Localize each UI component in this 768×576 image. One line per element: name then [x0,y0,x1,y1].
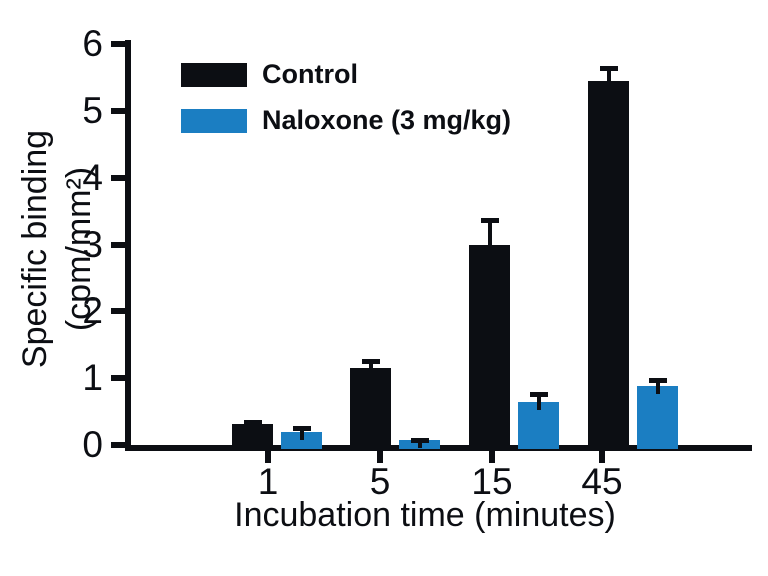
legend-swatch-naloxone [181,108,247,133]
y-tick-mark-6 [111,41,125,47]
y-tick-label-0: 0 [82,424,103,465]
x-tick-mark-45 [599,451,605,463]
y-tick-mark-1 [111,375,125,382]
error-cap-naloxone-3-mg-kg-15min [529,391,548,397]
error-cap-naloxone-3-mg-kg-1min [292,426,311,432]
error-cap-control-5min [361,359,380,365]
error-whisker-control-1min [250,420,255,432]
y-tick-mark-5 [111,107,125,114]
legend-label-naloxone: Naloxone (3 mg/kg) [262,105,512,135]
error-cap-control-15min [480,217,499,223]
error-whisker-naloxone-3-mg-kg-5min [417,437,422,448]
x-axis-title: Incubation time (minutes) [234,496,616,534]
y-tick-label-3: 3 [82,223,103,265]
y-tick-label-6: 6 [82,23,103,64]
x-tick-mark-15 [489,451,495,463]
error-cap-naloxone-3-mg-kg-5min [410,437,429,443]
x-tick-mark-1 [265,451,271,463]
legend-swatch-control [181,62,247,87]
x-tick-label-15: 15 [471,461,513,502]
y-tick-label-2: 2 [82,290,103,332]
error-whisker-naloxone-3-mg-kg-45min [655,378,660,395]
error-cap-naloxone-3-mg-kg-45min [648,378,667,384]
y-tick-mark-4 [111,174,125,181]
x-tick-label-45: 45 [581,461,623,502]
error-whisker-control-45min [606,66,611,89]
bar-naloxone-3-mg-kg-1min [281,431,322,449]
error-whisker-naloxone-3-mg-kg-1min [299,426,304,440]
y-tick-label-5: 5 [82,89,103,131]
error-cap-control-1min [243,420,262,426]
bar-naloxone-3-mg-kg-45min [637,386,678,449]
error-cap-control-45min [599,66,618,72]
y-tick-mark-3 [111,241,125,248]
error-whisker-control-5min [368,359,373,377]
y-tick-label-4: 4 [82,156,103,198]
x-tick-mark-5 [377,451,383,463]
y-tick-mark-2 [111,308,125,315]
legend-label-control: Control [262,59,358,89]
y-tick-mark-0 [111,442,125,448]
bar-control-45min [588,80,629,449]
bar-control-15min [469,244,510,449]
legend-item-control: Control [181,59,511,90]
x-tick-label-1: 1 [257,461,279,502]
error-whisker-control-15min [487,217,492,253]
x-tick-label-5: 5 [369,461,391,502]
bar-control-5min [350,368,391,449]
error-whisker-naloxone-3-mg-kg-15min [536,391,541,410]
legend-item-naloxone: Naloxone (3 mg/kg) [181,105,511,136]
y-axis-line [125,40,131,451]
y-tick-label-1: 1 [82,357,103,399]
legend: Control Naloxone (3 mg/kg) [181,59,511,136]
